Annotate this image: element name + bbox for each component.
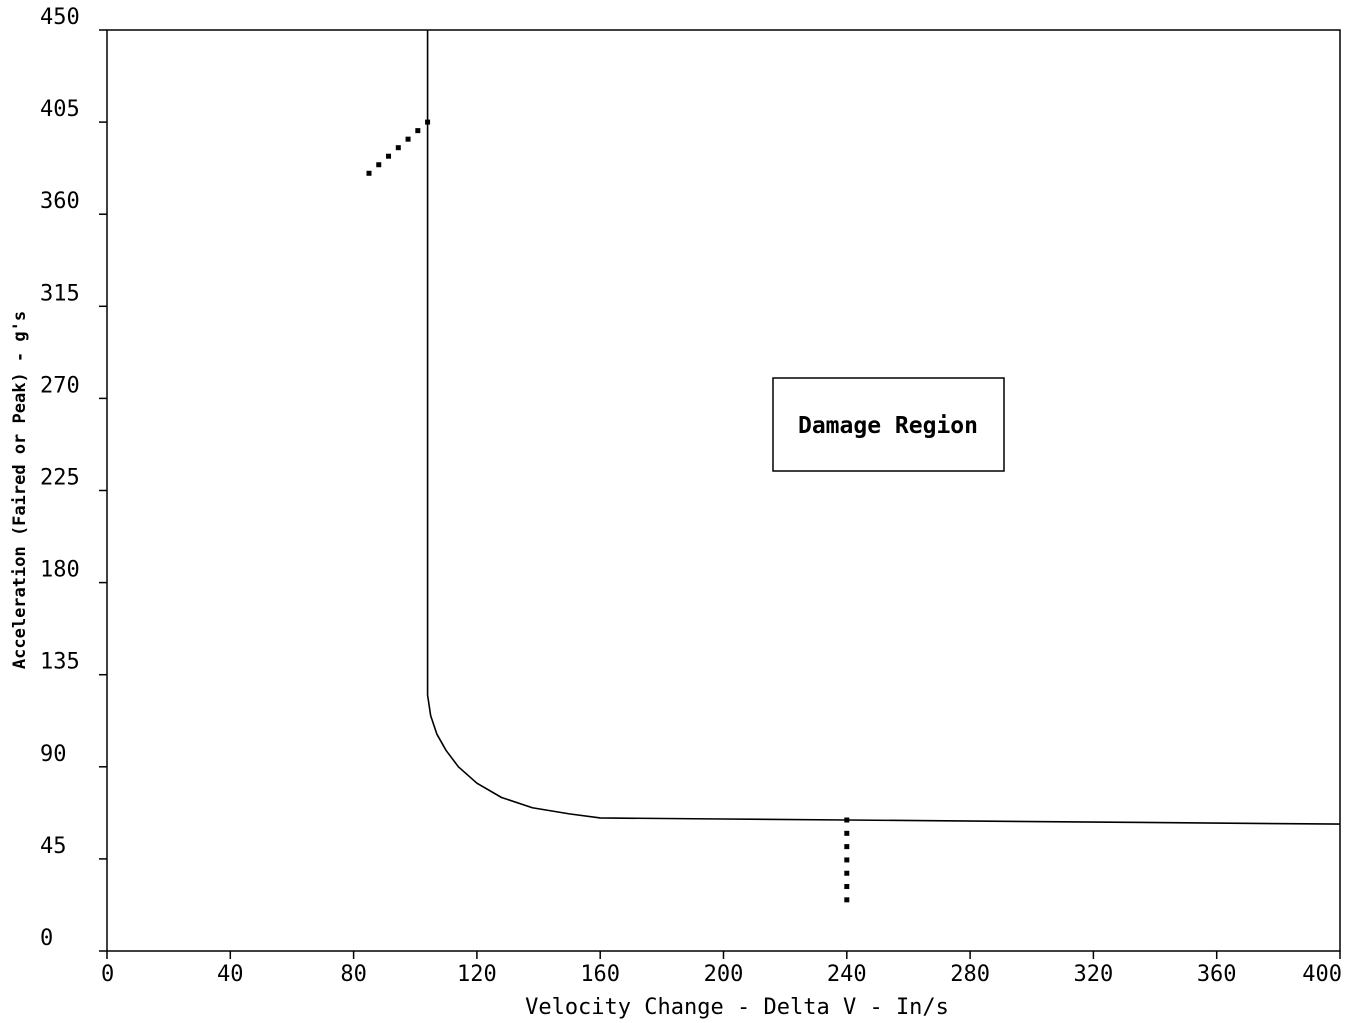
- dotted-line-2-dot: [844, 830, 850, 836]
- x-tick-label: 240: [827, 962, 867, 987]
- y-axis-label: Acceleration (Faired or Peak) - g's: [10, 311, 30, 669]
- y-tick-label: 45: [40, 834, 67, 859]
- dotted-line-1-dot: [415, 128, 421, 134]
- plot-frame: [106, 29, 1341, 952]
- y-tick-label: 180: [40, 558, 80, 583]
- y-tick-label: 405: [40, 97, 80, 122]
- series-layer: [366, 30, 1341, 903]
- x-tick-label: 320: [1074, 962, 1114, 987]
- x-axis-ticks: 0 40 80 120 160 200 240 280 320 360 400: [101, 951, 1342, 987]
- x-tick-label: 120: [457, 962, 497, 987]
- dotted-line-2-dot: [844, 817, 850, 823]
- x-tick-label: 400: [1302, 962, 1342, 987]
- dotted-line-1-dot: [366, 170, 372, 176]
- y-tick-label: 90: [40, 742, 67, 767]
- x-tick-label: 40: [217, 962, 244, 987]
- damage-region-annotation: Damage Region: [772, 377, 1005, 472]
- damage-region-box: [772, 377, 1005, 472]
- x-tick-label: 80: [340, 962, 367, 987]
- dotted-line-1-dot: [386, 153, 392, 159]
- y-tick-label: 225: [40, 466, 80, 491]
- y-tick-label: 315: [40, 281, 80, 306]
- y-tick-label: 135: [40, 650, 80, 675]
- x-tick-label: 0: [101, 962, 114, 987]
- dotted-line-2-dot: [844, 857, 850, 863]
- y-axis-ticks: 0 45 90 135 180 225 270 315 360 405 450: [40, 5, 107, 952]
- dotted-line-1-dot: [376, 162, 382, 168]
- damage-region-label: Damage Region: [798, 413, 978, 439]
- x-tick-label: 200: [704, 962, 744, 987]
- x-axis-label: Velocity Change - Delta V - In/s: [525, 995, 949, 1020]
- dotted-line-2-dot: [844, 884, 850, 890]
- damage-boundary-line: [426, 30, 1341, 825]
- dotted-line-1-dot: [425, 119, 431, 125]
- dotted-line-2-dot: [844, 870, 850, 876]
- dotted-line-2-dot: [844, 897, 850, 903]
- x-tick-label: 360: [1197, 962, 1237, 987]
- dotted-line-1-dot: [395, 145, 401, 151]
- x-tick-label: 160: [580, 962, 620, 987]
- y-tick-label: 360: [40, 189, 80, 214]
- x-tick-label: 280: [950, 962, 990, 987]
- y-tick-label: 270: [40, 373, 80, 398]
- y-tick-label: 450: [40, 5, 80, 30]
- dotted-line-2-dot: [844, 844, 850, 850]
- dotted-line-1-dot: [405, 136, 411, 142]
- y-tick-label: 0: [40, 926, 53, 951]
